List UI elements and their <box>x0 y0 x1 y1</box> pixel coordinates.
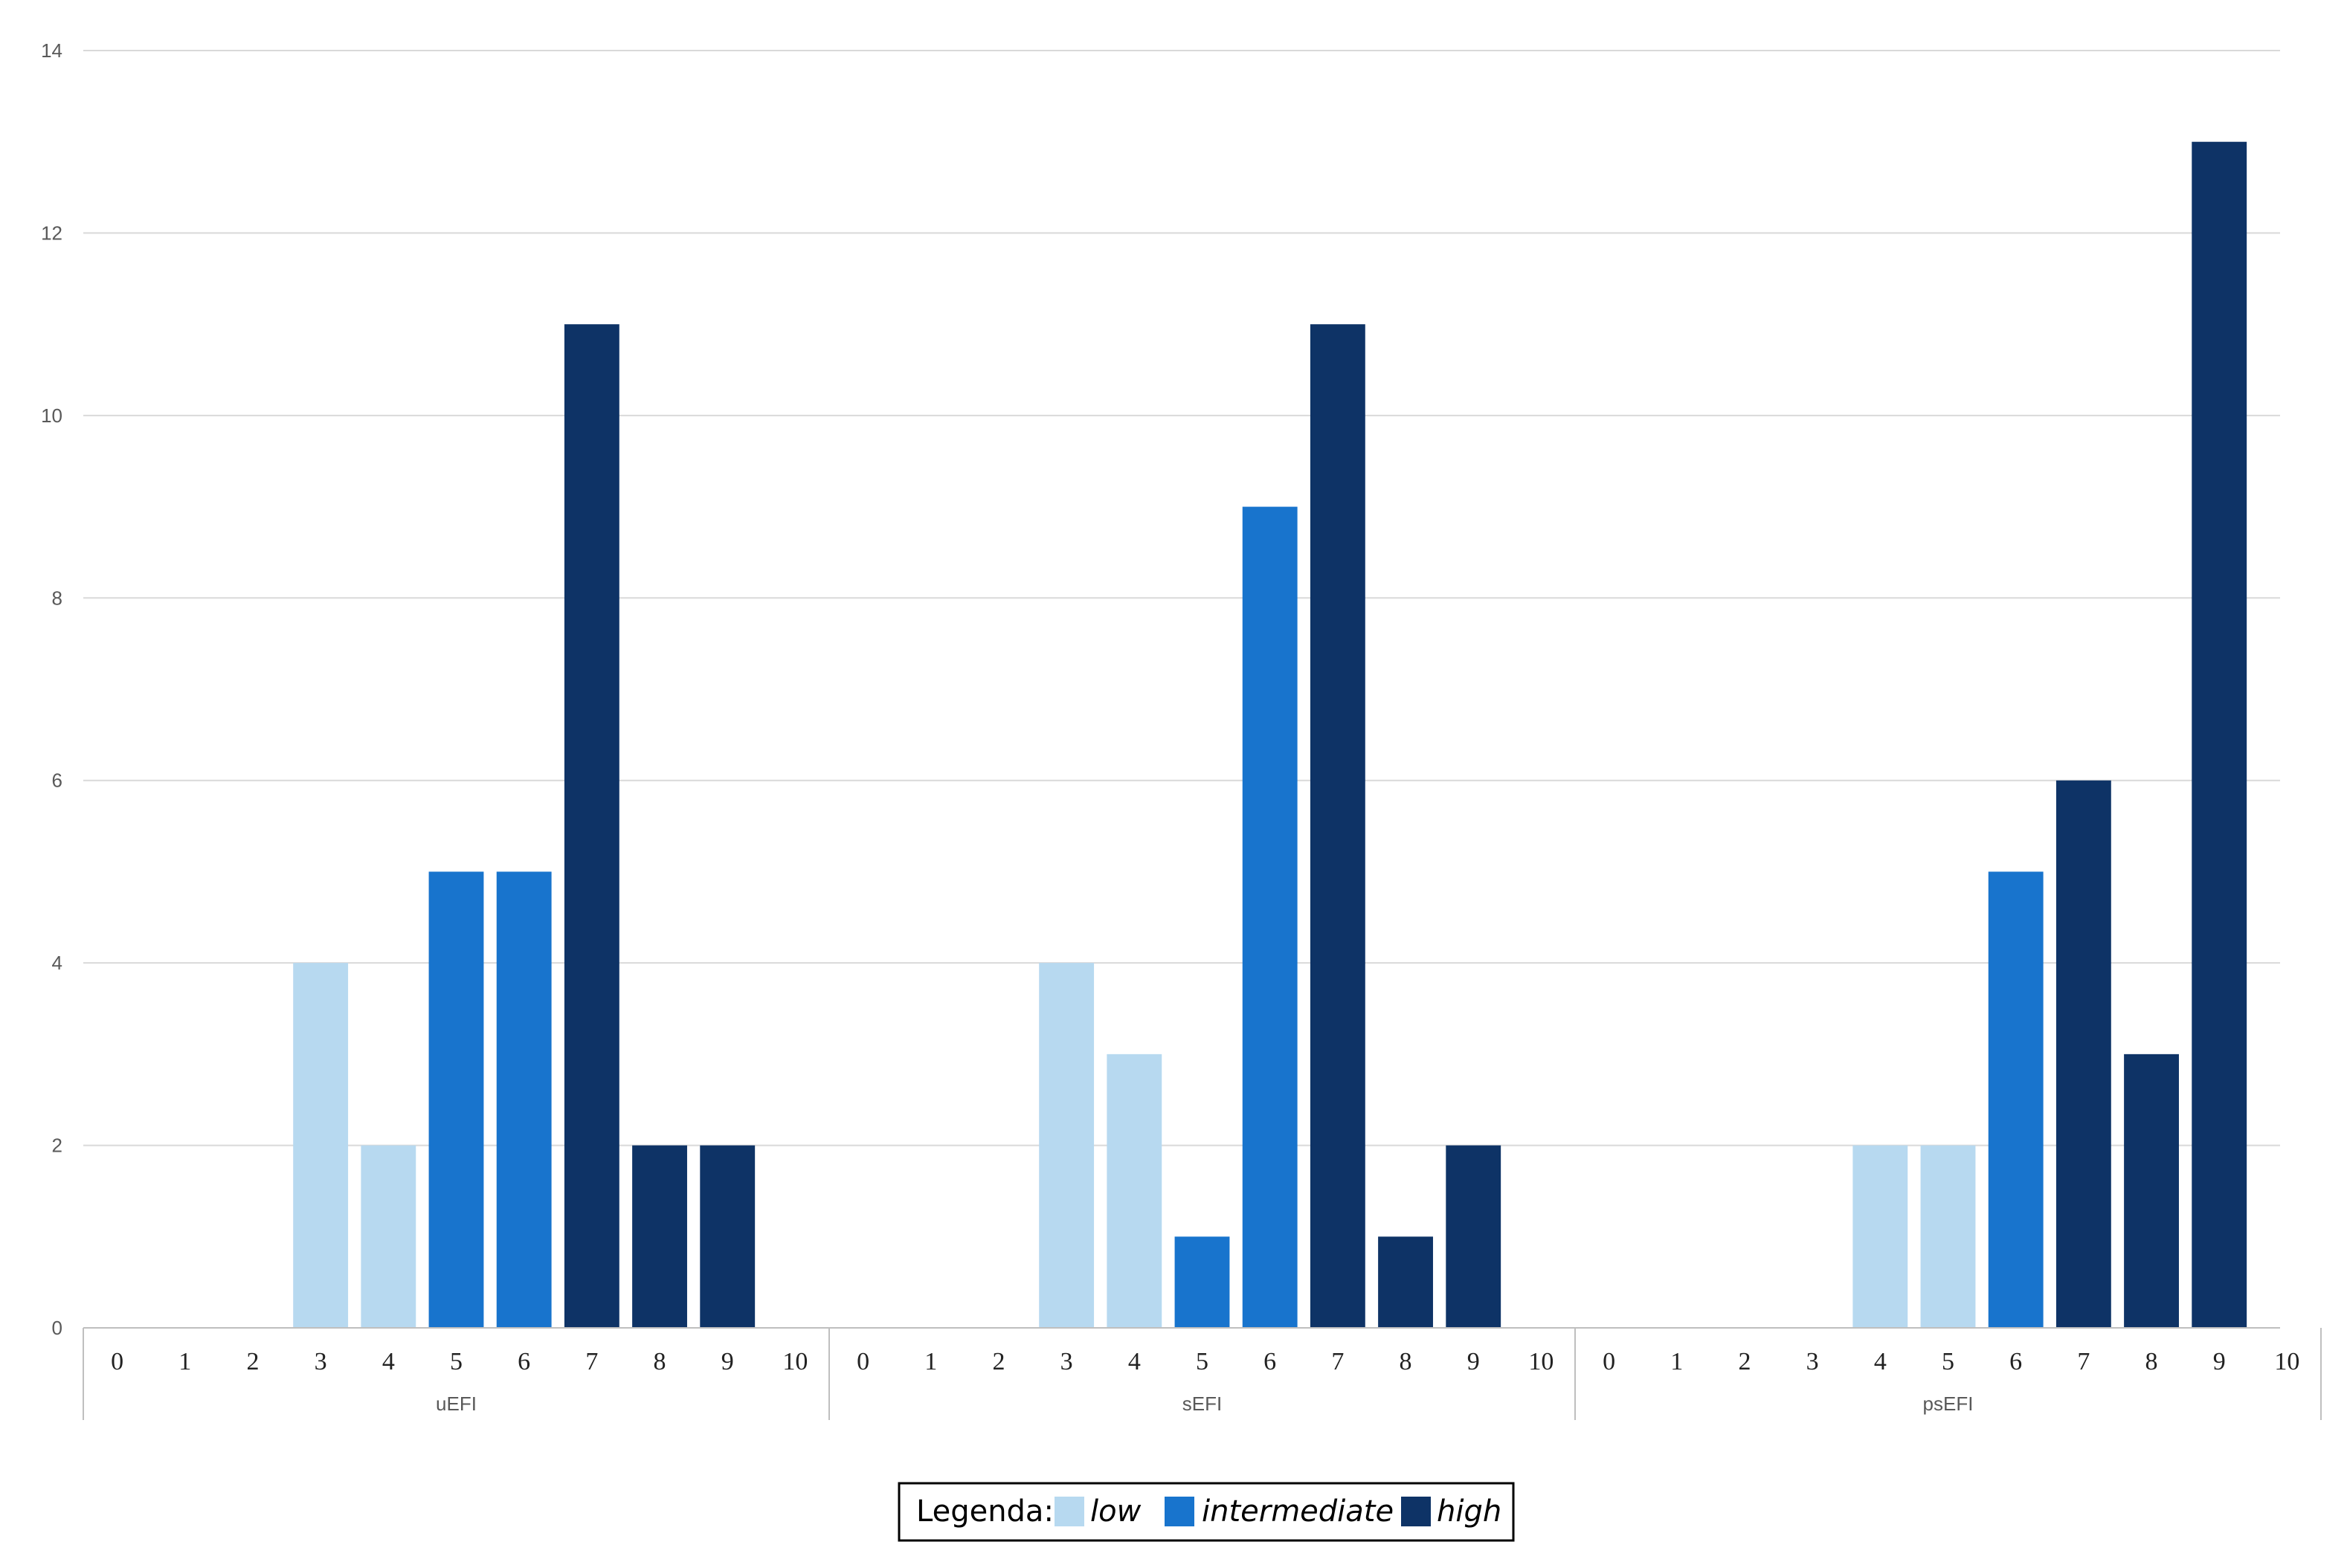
bar-sEFI-3 <box>1039 963 1095 1328</box>
legend-label-low: low <box>1090 1494 1142 1529</box>
x-tick-label-psEFI-9: 9 <box>2213 1348 2226 1375</box>
x-tick-label-uEFI-8: 8 <box>654 1348 666 1375</box>
y-tick-label-14: 14 <box>41 39 62 62</box>
bar-psEFI-5 <box>1920 1145 1976 1328</box>
y-tick-label-12: 12 <box>41 222 62 244</box>
y-tick-label-10: 10 <box>41 404 62 427</box>
x-tick-label-uEFI-6: 6 <box>518 1348 530 1375</box>
x-tick-label-uEFI-4: 4 <box>382 1348 395 1375</box>
bar-uEFI-9 <box>700 1145 756 1328</box>
bar-uEFI-6 <box>496 871 552 1328</box>
bar-sEFI-9 <box>1446 1145 1501 1328</box>
x-tick-label-sEFI-3: 3 <box>1060 1348 1073 1375</box>
x-tick-label-sEFI-9: 9 <box>1467 1348 1480 1375</box>
group-label-uEFI: uEFI <box>436 1393 477 1415</box>
x-tick-label-sEFI-5: 5 <box>1196 1348 1208 1375</box>
x-tick-label-sEFI-2: 2 <box>992 1348 1005 1375</box>
x-tick-label-uEFI-1: 1 <box>178 1348 191 1375</box>
x-tick-label-psEFI-8: 8 <box>2145 1348 2158 1375</box>
group-label-psEFI: psEFI <box>1923 1393 1974 1415</box>
legend-label-high: high <box>1437 1494 1501 1529</box>
x-axis: 0 1 2 3 4 5 6 7 8 9 10 uEFI 0 1 2 3 4 5 6 7 8 9 10 sEFI 0 1 2 3 4 5 6 7… <box>83 1327 2322 1420</box>
legend-swatch-low <box>1055 1497 1084 1526</box>
y-tick-label-4: 4 <box>52 952 62 974</box>
x-tick-label-psEFI-1: 1 <box>1670 1348 1683 1375</box>
bars <box>293 141 2247 1329</box>
x-tick-label-psEFI-10: 10 <box>2274 1348 2299 1375</box>
bar-uEFI-3 <box>293 963 349 1328</box>
x-tick-label-psEFI-4: 4 <box>1874 1348 1887 1375</box>
x-tick-label-sEFI-8: 8 <box>1400 1348 1412 1375</box>
x-tick-label-psEFI-7: 7 <box>2077 1348 2090 1375</box>
x-tick-label-psEFI-0: 0 <box>1603 1348 1615 1375</box>
x-tick-label-uEFI-9: 9 <box>721 1348 734 1375</box>
y-tick-label-8: 8 <box>52 587 62 609</box>
x-tick-label-sEFI-4: 4 <box>1128 1348 1141 1375</box>
legend-title: Legenda: <box>916 1494 1054 1529</box>
x-tick-label-sEFI-10: 10 <box>1528 1348 1554 1375</box>
group-label-sEFI: sEFI <box>1182 1393 1222 1415</box>
y-tick-label-2: 2 <box>52 1135 62 1157</box>
x-tick-label-uEFI-10: 10 <box>782 1348 808 1375</box>
bar-sEFI-7 <box>1310 324 1365 1329</box>
x-tick-label-sEFI-7: 7 <box>1331 1348 1344 1375</box>
x-tick-label-sEFI-6: 6 <box>1263 1348 1276 1375</box>
bar-uEFI-8 <box>632 1145 687 1328</box>
legend: Legenda: low intermediate high <box>898 1482 1515 1542</box>
x-tick-label-uEFI-3: 3 <box>315 1348 327 1375</box>
bar-uEFI-4 <box>361 1145 416 1328</box>
bar-psEFI-7 <box>2055 780 2111 1328</box>
y-tick-label-0: 0 <box>52 1317 62 1339</box>
bar-uEFI-5 <box>428 871 484 1328</box>
bar-sEFI-5 <box>1174 1236 1230 1328</box>
legend-swatch-high <box>1401 1497 1431 1526</box>
x-tick-label-sEFI-1: 1 <box>924 1348 937 1375</box>
bar-sEFI-8 <box>1378 1236 1433 1328</box>
x-tick-label-uEFI-7: 7 <box>585 1348 598 1375</box>
x-tick-label-psEFI-2: 2 <box>1738 1348 1751 1375</box>
x-tick-label-uEFI-5: 5 <box>450 1348 463 1375</box>
x-tick-label-sEFI-0: 0 <box>857 1348 869 1375</box>
legend-label-intermediate: intermediate <box>1202 1494 1394 1529</box>
bar-psEFI-4 <box>1852 1145 1908 1328</box>
x-tick-label-psEFI-6: 6 <box>2009 1348 2022 1375</box>
bar-psEFI-9 <box>2192 141 2247 1329</box>
y-axis: 0 2 4 6 8 10 12 14 <box>41 39 62 1339</box>
bar-psEFI-6 <box>1988 871 2044 1328</box>
x-tick-label-uEFI-0: 0 <box>111 1348 123 1375</box>
bar-sEFI-6 <box>1242 506 1298 1328</box>
x-tick-label-psEFI-3: 3 <box>1806 1348 1819 1375</box>
bar-sEFI-4 <box>1107 1054 1162 1328</box>
bar-uEFI-7 <box>564 324 619 1329</box>
x-tick-label-uEFI-2: 2 <box>246 1348 259 1375</box>
legend-swatch-intermediate <box>1165 1497 1194 1526</box>
grid-lines <box>83 50 2280 1146</box>
y-tick-label-6: 6 <box>52 770 62 792</box>
x-tick-label-psEFI-5: 5 <box>1942 1348 1954 1375</box>
bar-psEFI-8 <box>2124 1054 2179 1328</box>
